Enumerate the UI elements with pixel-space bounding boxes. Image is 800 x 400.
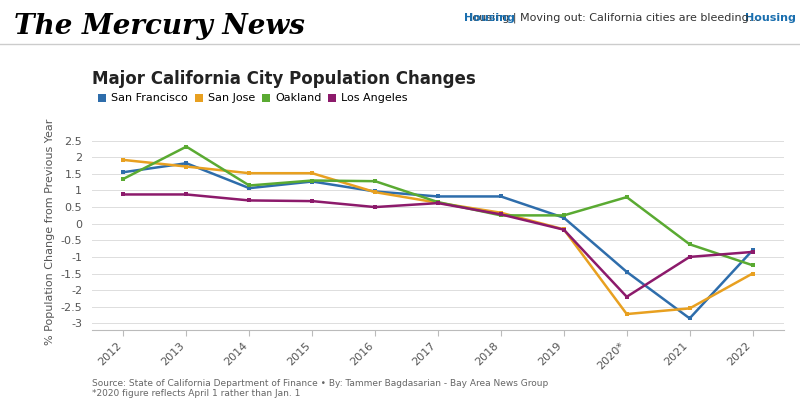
Text: Housing | Moving out: California cities are bleeding...: Housing | Moving out: California cities …: [464, 13, 760, 23]
Text: Major California City Population Changes: Major California City Population Changes: [92, 70, 476, 88]
Text: The Mercury News: The Mercury News: [14, 13, 306, 40]
Legend: San Francisco, San Jose, Oakland, Los Angeles: San Francisco, San Jose, Oakland, Los An…: [98, 94, 408, 104]
Text: Housing: Housing: [464, 13, 515, 23]
Y-axis label: % Population Change from Previous Year: % Population Change from Previous Year: [45, 119, 55, 345]
Text: Housing: Housing: [745, 13, 796, 23]
Text: Source: State of California Department of Finance • By: Tammer Bagdasarian - Bay: Source: State of California Department o…: [92, 378, 548, 398]
